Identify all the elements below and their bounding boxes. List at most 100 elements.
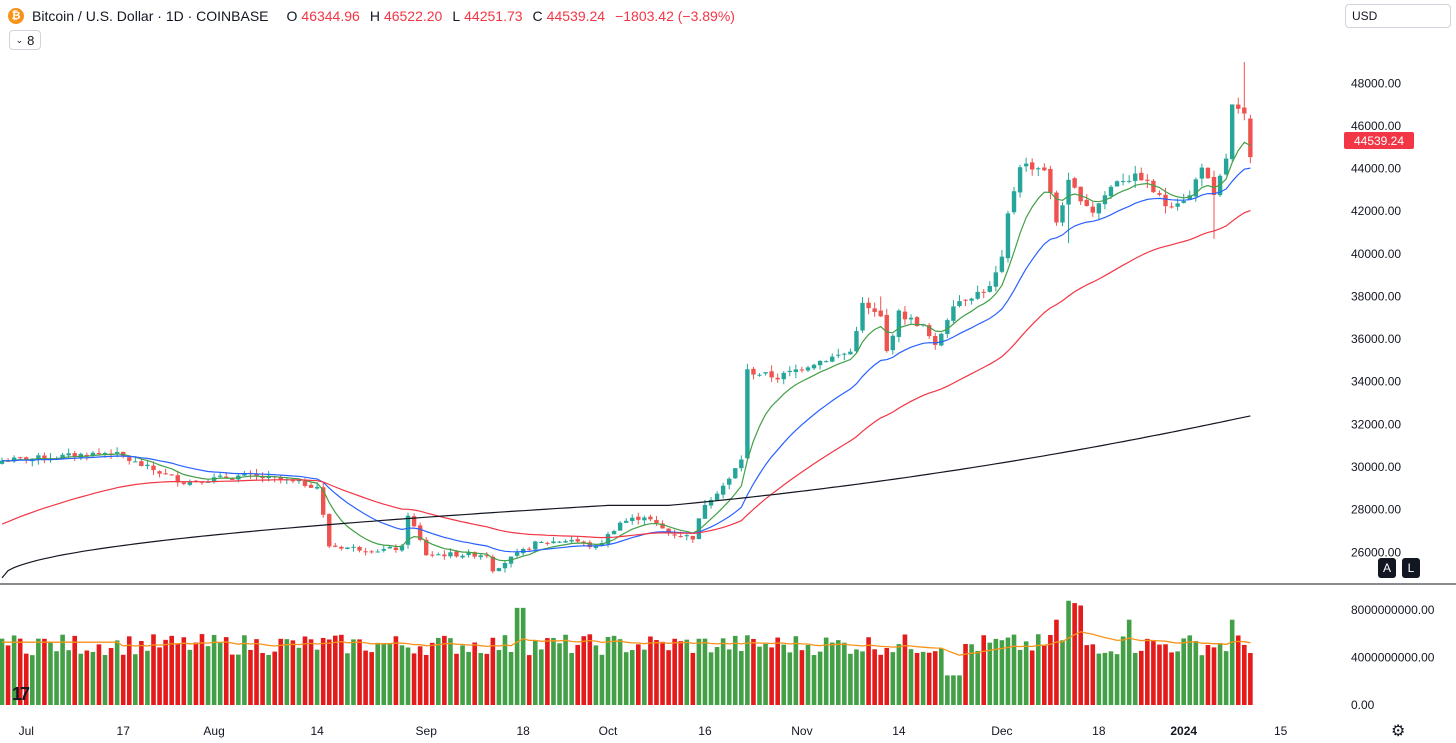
indicators-toggle-button[interactable]: ⌄ 8	[9, 30, 41, 50]
candle-body	[1078, 186, 1083, 202]
settings-gear-icon[interactable]: ⚙	[1391, 723, 1406, 740]
candle-body	[278, 476, 283, 480]
auto-scale-button[interactable]: A	[1378, 558, 1396, 578]
volume-bar	[139, 641, 144, 705]
volume-bar	[739, 651, 744, 705]
candle-body	[320, 487, 326, 515]
time-tick-label: Aug	[203, 724, 224, 738]
volume-bar	[442, 635, 447, 705]
volume-bar	[126, 636, 132, 705]
volume-bar	[217, 642, 223, 705]
candle-body	[1199, 167, 1205, 179]
volume-bar	[1199, 655, 1205, 705]
candle-body	[678, 536, 683, 538]
candle-body	[1163, 194, 1168, 207]
candle-body	[757, 374, 762, 376]
candle-body	[478, 555, 483, 558]
candle-body	[672, 534, 677, 536]
volume-bar	[1248, 653, 1253, 705]
volume-tick-label: 4000000000.00	[1351, 651, 1435, 665]
volume-bar	[926, 652, 932, 705]
time-tick-label: 18	[1092, 724, 1106, 738]
volume-bar	[623, 652, 629, 705]
volume-bar	[720, 638, 726, 705]
candle-body	[430, 554, 435, 556]
volume-bar	[1042, 645, 1047, 705]
symbol-legend: ₿ Bitcoin / U.S. Dollar · 1D · COINBASE …	[8, 6, 735, 26]
ema-fast-line	[1, 141, 1251, 562]
volume-bar	[508, 652, 514, 705]
volume-bar	[466, 651, 471, 705]
volume-bar	[17, 638, 23, 705]
moving-averages	[1, 141, 1251, 579]
volume-bar	[290, 640, 296, 705]
time-tick-label: 15	[1274, 724, 1288, 738]
volume-bar	[1072, 603, 1077, 705]
volume-bar	[1145, 638, 1150, 705]
candle-body	[1223, 158, 1229, 175]
volume-bar	[908, 649, 914, 705]
price-tick-label: 48000.00	[1351, 76, 1401, 90]
volume-bar	[211, 634, 217, 705]
candle-body	[472, 552, 477, 557]
volume-bar	[284, 639, 290, 705]
time-tick-label: Oct	[599, 724, 618, 738]
volume-bar	[1223, 651, 1229, 705]
candle-body	[1023, 163, 1029, 167]
candle-body	[1120, 181, 1126, 183]
price-tick-label: 32000.00	[1351, 417, 1401, 431]
candle-body	[163, 473, 168, 475]
candle-body	[533, 541, 538, 550]
volume-bar	[629, 650, 635, 705]
volume-bar	[163, 639, 168, 705]
candle-body	[1211, 176, 1217, 195]
volume-bar	[272, 651, 277, 705]
volume-bar	[96, 644, 102, 705]
candle-body	[345, 547, 350, 549]
candle-body	[1181, 200, 1186, 203]
open-label: O	[286, 8, 298, 24]
candle-body	[890, 335, 896, 351]
price-tick-label: 30000.00	[1351, 460, 1401, 474]
volume-bar	[593, 645, 599, 705]
symbol-title[interactable]: Bitcoin / U.S. Dollar · 1D · COINBASE	[32, 8, 269, 24]
volume-bar	[1029, 650, 1035, 705]
volume-bar	[48, 641, 53, 705]
volume-bar	[1060, 640, 1065, 705]
candle-body	[527, 548, 532, 550]
candle-body	[96, 452, 102, 454]
currency-select[interactable]: USD	[1345, 4, 1451, 28]
open-value: 46344.96	[301, 8, 360, 24]
log-scale-button[interactable]: L	[1402, 558, 1420, 578]
time-tick-label: Dec	[991, 724, 1012, 738]
volume-bar	[1090, 644, 1096, 705]
candle-body	[648, 516, 653, 520]
close-label: C	[532, 8, 543, 24]
volume-bar	[945, 675, 950, 705]
candle-body	[696, 518, 702, 540]
volume-bar	[333, 635, 338, 705]
volume-bar	[642, 649, 647, 705]
volume-bar	[363, 650, 368, 705]
candle-body	[369, 551, 374, 553]
candle-body	[751, 368, 756, 375]
volume-bar	[732, 635, 738, 705]
candle-body	[11, 457, 17, 462]
candle-body	[860, 302, 865, 331]
volume-bar	[393, 636, 399, 705]
time-tick-label: 17	[117, 724, 131, 738]
candle-body	[145, 464, 150, 467]
volume-bar	[842, 642, 847, 705]
candle-body	[581, 541, 586, 543]
volume-bar	[787, 652, 793, 705]
candle-body	[114, 452, 120, 454]
volume-bar	[278, 638, 284, 705]
candle-body	[884, 315, 889, 351]
time-tick-label: 18	[516, 724, 530, 738]
volume-bar	[145, 650, 150, 705]
volume-bar	[993, 638, 999, 705]
volume-bar	[745, 635, 750, 705]
volume-bar	[1163, 644, 1168, 705]
volume-bar	[708, 652, 714, 705]
